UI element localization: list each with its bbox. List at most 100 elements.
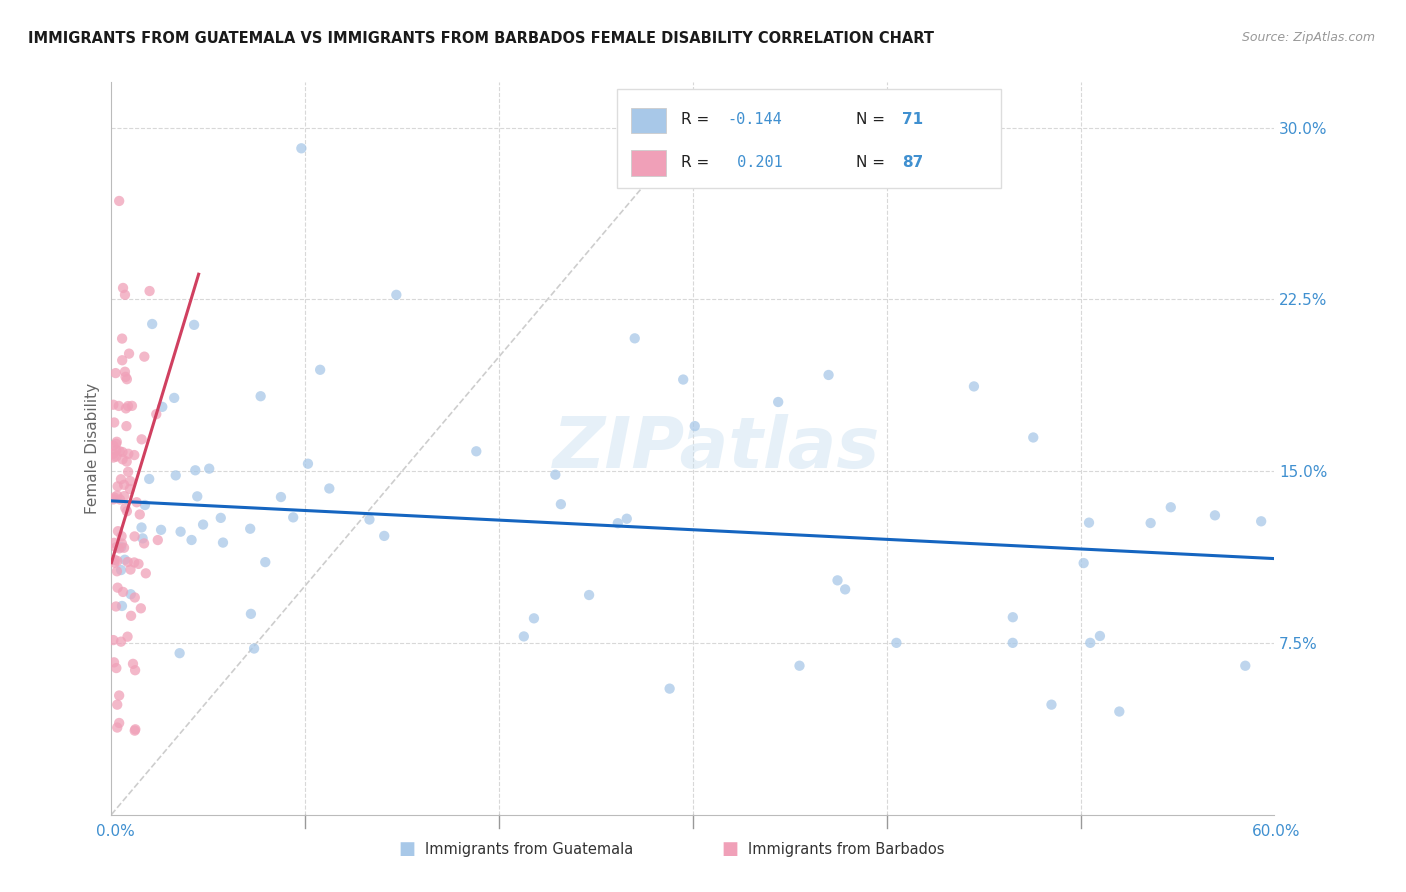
Point <box>103 633 125 648</box>
Point <box>115 504 138 518</box>
Point <box>129 601 152 615</box>
Point <box>128 508 150 522</box>
Point <box>683 419 706 434</box>
Point <box>141 317 163 331</box>
Point <box>124 663 146 677</box>
Point <box>103 491 125 505</box>
Text: Immigrants from Barbados: Immigrants from Barbados <box>748 842 945 856</box>
Point <box>1250 514 1272 528</box>
Point <box>243 641 266 656</box>
Bar <box>631 150 666 176</box>
Point <box>209 511 232 525</box>
Point <box>117 630 139 644</box>
Text: N =: N = <box>856 155 890 170</box>
Point <box>114 501 136 516</box>
Point <box>110 634 132 648</box>
Point <box>789 658 811 673</box>
Point <box>118 482 141 496</box>
Point <box>1001 636 1024 650</box>
Point <box>120 474 142 488</box>
Point <box>125 495 148 509</box>
Point <box>672 372 695 386</box>
Point <box>124 723 146 738</box>
Point <box>963 379 986 393</box>
Point <box>766 395 789 409</box>
Point <box>105 434 128 449</box>
Point <box>108 399 131 413</box>
Point <box>180 533 202 547</box>
Point <box>606 516 628 531</box>
Point <box>1022 430 1045 444</box>
Point <box>108 716 131 731</box>
Point <box>1040 698 1063 712</box>
Point <box>107 479 129 493</box>
Point <box>117 399 139 413</box>
Point <box>112 281 135 295</box>
Point <box>212 535 235 549</box>
Point <box>359 512 381 526</box>
Point <box>115 454 138 468</box>
Point <box>249 389 271 403</box>
Point <box>105 489 128 503</box>
Point <box>105 564 128 578</box>
Point <box>112 541 135 555</box>
Point <box>145 407 167 421</box>
Point <box>270 490 292 504</box>
Point <box>465 444 488 458</box>
Point <box>817 368 839 382</box>
Point <box>1160 500 1182 515</box>
Point <box>111 536 134 550</box>
Point <box>1139 516 1161 530</box>
Point <box>128 557 150 571</box>
Text: R =: R = <box>682 155 714 170</box>
Text: ■: ■ <box>399 840 422 858</box>
Point <box>120 563 142 577</box>
Point <box>115 401 138 416</box>
Text: -0.144: -0.144 <box>728 112 783 128</box>
Point <box>134 350 156 364</box>
Text: 0.0%: 0.0% <box>96 824 135 838</box>
Point <box>114 552 136 566</box>
Point <box>103 416 125 430</box>
Point <box>120 608 142 623</box>
Point <box>827 574 849 588</box>
Point <box>108 541 131 556</box>
Point <box>111 452 134 467</box>
Point <box>105 661 128 675</box>
Point <box>111 599 134 613</box>
Point <box>114 369 136 384</box>
Point <box>105 721 128 735</box>
Point <box>283 510 305 524</box>
Point <box>169 646 191 660</box>
Text: 71: 71 <box>903 112 924 128</box>
Point <box>550 497 572 511</box>
Point <box>108 444 131 458</box>
Point <box>124 723 146 737</box>
Text: 0.201: 0.201 <box>728 155 783 170</box>
Point <box>111 332 134 346</box>
Point <box>1078 516 1101 530</box>
Point <box>834 582 856 597</box>
Point <box>103 447 125 461</box>
FancyBboxPatch shape <box>617 89 1001 188</box>
Point <box>318 482 340 496</box>
Text: R =: R = <box>682 112 714 128</box>
Point <box>146 533 169 547</box>
Point <box>105 541 128 555</box>
Point <box>131 520 153 534</box>
Point <box>254 555 277 569</box>
Point <box>104 366 127 380</box>
Point <box>239 607 262 621</box>
Point <box>103 398 125 412</box>
Point <box>107 581 129 595</box>
Point <box>623 331 645 345</box>
Point <box>120 587 142 601</box>
Point <box>108 194 131 208</box>
Point <box>373 529 395 543</box>
Point <box>1108 705 1130 719</box>
Point <box>111 445 134 459</box>
Point <box>111 353 134 368</box>
Point <box>1078 636 1101 650</box>
Point <box>169 524 191 539</box>
Point <box>103 439 125 453</box>
